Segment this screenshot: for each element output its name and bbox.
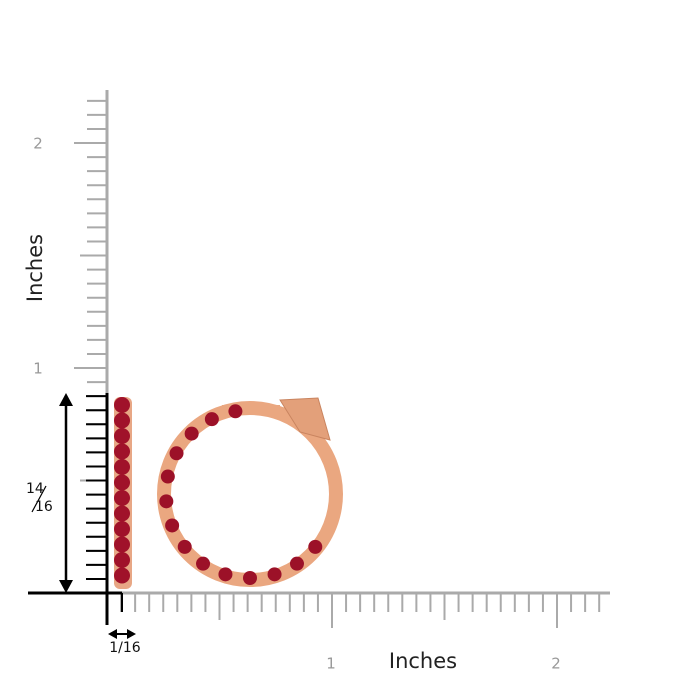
height-ticks xyxy=(86,395,107,594)
stone xyxy=(308,539,323,554)
stone xyxy=(218,567,233,582)
stone xyxy=(114,459,130,475)
rulers xyxy=(74,90,610,628)
stone xyxy=(114,536,130,553)
stone xyxy=(114,505,130,522)
height-denominator: 16 xyxy=(35,499,53,515)
stone xyxy=(169,446,184,461)
stone xyxy=(114,428,130,444)
stone xyxy=(184,426,199,441)
hinge xyxy=(222,405,280,413)
stone xyxy=(114,474,130,491)
stone xyxy=(159,494,174,509)
stone xyxy=(243,571,257,585)
clasp xyxy=(279,397,331,441)
width-dimension: 1/16 xyxy=(109,640,141,656)
earring xyxy=(114,397,343,589)
stone xyxy=(228,404,243,419)
stone xyxy=(289,556,304,571)
y-tick-label: 2 xyxy=(33,135,43,153)
stone xyxy=(196,556,211,571)
x-tick-label: 2 xyxy=(551,655,561,673)
stone xyxy=(114,552,130,568)
stone xyxy=(204,412,219,427)
stone xyxy=(177,539,192,554)
stone xyxy=(267,567,282,582)
y-tick-label: 1 xyxy=(33,360,43,378)
stone xyxy=(165,518,180,533)
x-tick-label: 1 xyxy=(326,655,336,673)
y-axis-label: Inches xyxy=(23,234,47,302)
stone xyxy=(114,443,130,460)
fraction-slash xyxy=(31,485,47,513)
stone xyxy=(114,397,130,413)
stone xyxy=(114,412,130,429)
stone xyxy=(160,469,175,484)
stone xyxy=(114,521,130,537)
stone xyxy=(114,567,130,584)
height-numerator: 14 xyxy=(26,481,44,497)
x-axis-label: Inches xyxy=(389,649,457,673)
stone xyxy=(114,490,130,506)
